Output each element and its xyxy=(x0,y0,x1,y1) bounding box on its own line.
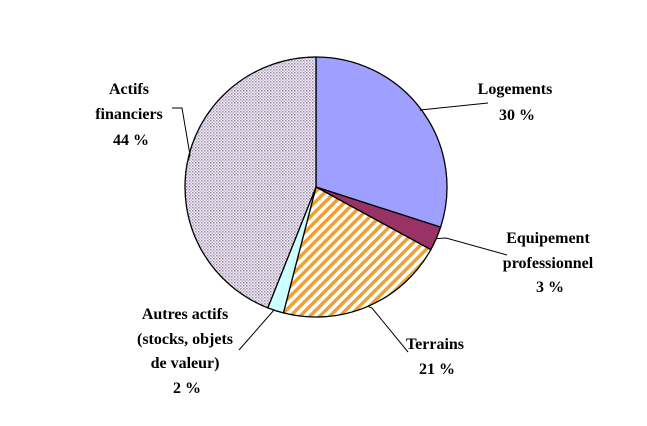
pie-slice-terrains xyxy=(282,186,432,318)
leader-lines xyxy=(172,102,508,353)
leader-line-equipement xyxy=(436,237,508,256)
slice-label-equipement-professionnel: Equipement professionnel 3 % xyxy=(503,230,597,296)
leader-line-terrains xyxy=(367,305,409,353)
pie-slices xyxy=(184,56,448,318)
slice-label-logements: Logements 30 % xyxy=(478,81,557,124)
leader-line-autres-actifs xyxy=(238,309,276,351)
slice-label-actifs-financiers: Actifs financiers 44 % xyxy=(95,81,167,149)
pie-slice-actifs xyxy=(184,56,317,309)
slice-label-terrains: Terrains 21 % xyxy=(406,336,468,378)
leader-line-logements xyxy=(419,102,489,112)
leader-line-actifs xyxy=(172,107,191,163)
slice-label-autres-actifs: Autres actifs (stocks, objets de valeur)… xyxy=(137,306,237,397)
